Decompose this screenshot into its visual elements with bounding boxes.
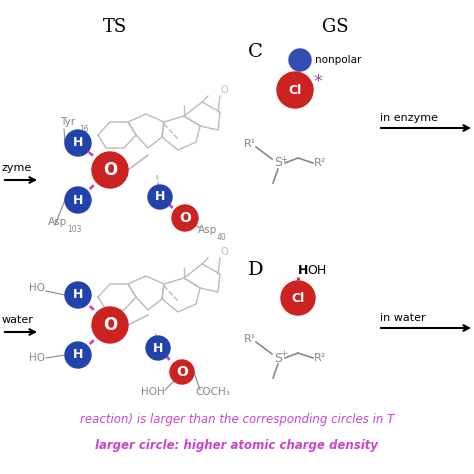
Text: O: O — [220, 247, 228, 257]
Circle shape — [281, 281, 315, 315]
Text: larger circle: higher atomic charge density: larger circle: higher atomic charge dens… — [95, 439, 379, 453]
Circle shape — [65, 282, 91, 308]
Circle shape — [148, 185, 172, 209]
Text: H: H — [73, 137, 83, 149]
Text: S: S — [274, 156, 282, 170]
Circle shape — [92, 307, 128, 343]
Text: +: + — [281, 349, 287, 358]
Text: H: H — [298, 264, 309, 276]
Text: HO: HO — [29, 353, 45, 363]
Text: TS: TS — [103, 18, 127, 36]
Text: H: H — [155, 191, 165, 203]
Text: S: S — [274, 352, 282, 365]
Circle shape — [146, 336, 170, 360]
Text: GS: GS — [322, 18, 348, 36]
Text: O: O — [220, 85, 228, 95]
Text: Cl: Cl — [292, 292, 305, 304]
Text: R²: R² — [314, 158, 326, 168]
Text: H: H — [153, 341, 163, 355]
Circle shape — [65, 342, 91, 368]
Text: Tyr: Tyr — [60, 117, 75, 127]
Text: in enzyme: in enzyme — [380, 113, 438, 123]
Text: D: D — [248, 261, 264, 279]
Circle shape — [277, 72, 313, 108]
Text: OH: OH — [307, 264, 326, 276]
Text: Asp: Asp — [198, 225, 217, 235]
Text: HOH: HOH — [141, 387, 165, 397]
Text: O: O — [103, 316, 117, 334]
Text: +: + — [281, 155, 287, 164]
Text: HO: HO — [29, 283, 45, 293]
Text: in water: in water — [380, 313, 426, 323]
Text: O: O — [179, 211, 191, 225]
Text: zyme: zyme — [2, 163, 32, 173]
Circle shape — [65, 187, 91, 213]
Text: *: * — [313, 73, 322, 91]
Text: 16: 16 — [79, 125, 89, 134]
Text: H: H — [73, 193, 83, 207]
Text: nonpolar: nonpolar — [315, 55, 361, 65]
Circle shape — [170, 360, 194, 384]
Text: Asp: Asp — [48, 217, 67, 227]
Circle shape — [65, 130, 91, 156]
Circle shape — [289, 49, 311, 71]
Text: R²: R² — [314, 353, 326, 363]
Text: 40: 40 — [217, 233, 227, 242]
Text: O: O — [103, 161, 117, 179]
Text: Cl: Cl — [288, 83, 301, 97]
Circle shape — [172, 205, 198, 231]
Text: R¹: R¹ — [244, 139, 256, 149]
Text: O: O — [176, 365, 188, 379]
Circle shape — [92, 152, 128, 188]
Text: reaction) is larger than the corresponding circles in T: reaction) is larger than the correspondi… — [80, 413, 394, 427]
Text: 103: 103 — [67, 225, 82, 234]
Text: COCH₃: COCH₃ — [195, 387, 230, 397]
Text: R¹: R¹ — [244, 334, 256, 344]
Text: C: C — [248, 43, 263, 61]
Text: water: water — [2, 315, 34, 325]
Text: H: H — [73, 289, 83, 301]
Text: H: H — [73, 348, 83, 362]
